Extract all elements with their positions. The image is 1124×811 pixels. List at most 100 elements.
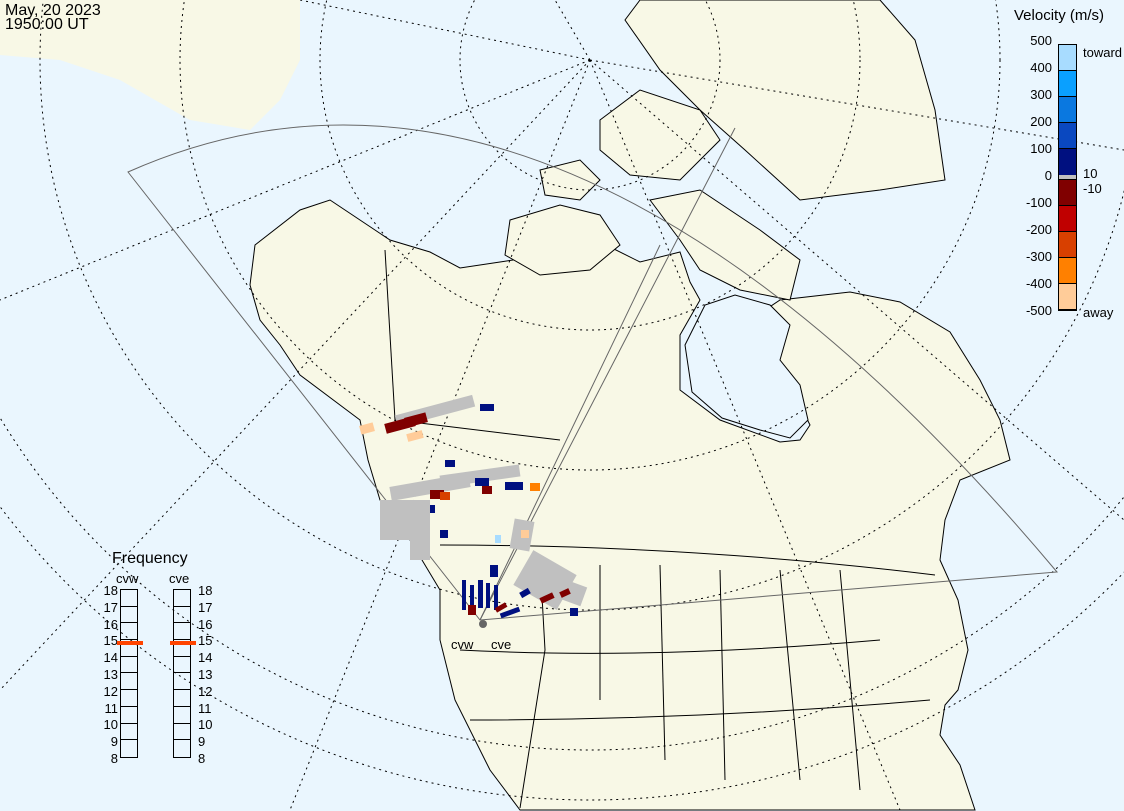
frequency-cell [121, 590, 137, 607]
frequency-cell [174, 623, 190, 641]
colorbar-segment [1059, 97, 1076, 123]
velocity-legend-title: Velocity (m/s) [1014, 7, 1105, 24]
colorbar-segment [1059, 232, 1076, 258]
scatter-cell [480, 404, 494, 411]
colorbar-segment [1059, 284, 1076, 310]
velocity-tick: 0 [1044, 168, 1052, 183]
frequency-tick: 8 [110, 751, 118, 766]
radar-label-cve: cve [491, 637, 512, 652]
colorbar-ground-scatter [1059, 175, 1076, 180]
velocity-tick: 500 [1030, 33, 1052, 48]
scatter-cell [490, 565, 498, 577]
radar-label-cvw: cvw [451, 637, 474, 652]
baffin-island [649, 189, 801, 301]
frequency-cell [121, 640, 137, 657]
colorbar-segment [1059, 45, 1076, 71]
velocity-tick: 400 [1030, 60, 1052, 75]
scatter-cell [380, 500, 430, 540]
colorbar-segment [1059, 149, 1076, 175]
frequency-tick: 16 [103, 616, 118, 632]
scatter-cell [404, 412, 428, 428]
frequency-tick: 8 [198, 751, 206, 766]
scatter-cell [445, 460, 455, 467]
borders [384, 249, 936, 809]
frequency-tick: 18 [198, 583, 213, 598]
frequency-cell [121, 740, 137, 757]
velocity-tick: -300 [1025, 249, 1052, 264]
date-label: May, 20 2023 [5, 2, 101, 19]
frequency-cell [174, 724, 190, 741]
greenland [624, 0, 946, 201]
frequency-cell [121, 724, 137, 741]
scatter-cell [440, 530, 448, 538]
frequency-tick: 14 [198, 650, 213, 666]
scatter-cell [499, 606, 521, 619]
frequency-title: Frequency [112, 550, 188, 567]
frequency-cell [174, 673, 190, 691]
colorbar-segment [1059, 258, 1076, 284]
frequency-tick: 9 [198, 734, 206, 750]
velocity-tick: -500 [1025, 303, 1052, 318]
frequency-tick: 11 [198, 700, 212, 716]
away-label: away [1083, 305, 1114, 320]
frequency-tick: 16 [198, 616, 213, 632]
colorbar-segment [1059, 206, 1076, 232]
scatter-cell [475, 478, 489, 486]
velocity-colorbar [1058, 44, 1077, 311]
victoria-island [504, 204, 621, 276]
scatter-cell [478, 580, 483, 608]
velocity-tick: 100 [1030, 141, 1052, 156]
frequency-marker [117, 640, 143, 645]
frequency-tick: 15 [103, 633, 118, 649]
north-america [249, 199, 1011, 811]
scatter-cell [440, 492, 450, 500]
frequency-tick: 11 [104, 700, 119, 716]
scatter-cell [439, 464, 521, 488]
frequency-tick: 10 [198, 717, 213, 733]
frequency-tick: 14 [103, 650, 118, 666]
scatter-cell [530, 483, 540, 491]
arctic-island [539, 159, 601, 201]
gs-lower-label: -10 [1083, 181, 1102, 196]
gs-upper-label: 10 [1083, 166, 1098, 181]
scatter-cell [468, 605, 476, 615]
frequency-marker [170, 640, 196, 645]
scatter-cell [406, 430, 424, 442]
scatter-cell [470, 585, 474, 615]
frequency-cell [121, 623, 137, 641]
scatter-cell [486, 583, 490, 608]
radar-site-marker [479, 620, 487, 628]
velocity-tick: -200 [1025, 222, 1052, 237]
scatter-cell [359, 422, 375, 435]
frequency-tick: 12 [103, 683, 118, 699]
colorbar-segment [1059, 71, 1076, 97]
frequency-cell [121, 607, 137, 624]
frequency-cell [174, 640, 190, 657]
frequency-tick: 15 [198, 633, 213, 649]
frequency-radar-cvw: cvw [116, 571, 139, 586]
frequency-cell [121, 690, 137, 707]
velocity-tick: 200 [1030, 114, 1052, 129]
scatter-cells [359, 394, 588, 619]
frequency-tick: 9 [110, 734, 118, 750]
frequency-tick: 13 [103, 667, 118, 682]
scatter-cell [559, 588, 571, 598]
hudson-bay [684, 294, 809, 439]
scatter-cell [539, 592, 555, 604]
frequency-cell [174, 690, 190, 707]
scatter-cell [505, 482, 523, 490]
time-label: 1950:00 UT [5, 16, 89, 33]
colorbar-segment [1059, 123, 1076, 149]
frequency-radar-cve: cve [169, 571, 190, 586]
land [0, 0, 1011, 811]
frequency-tick: 10 [103, 717, 118, 733]
scatter-cell [410, 540, 430, 560]
frequency-tick: 18 [103, 583, 118, 598]
frequency-cell [121, 673, 137, 691]
velocity-tick: 300 [1030, 87, 1052, 102]
frequency-cell [174, 707, 190, 724]
ellesmere-island [599, 89, 721, 181]
frequency-tick: 17 [198, 599, 213, 615]
